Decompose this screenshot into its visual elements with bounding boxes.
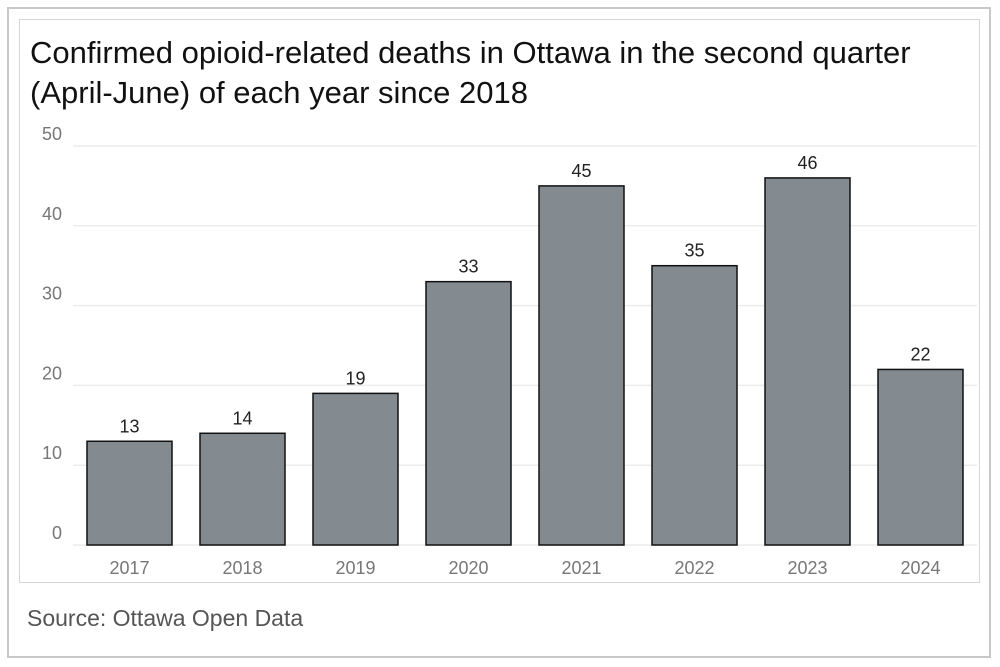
- bar-2020: [425, 280, 512, 546]
- x-axis: 2017 2018 2019 2020 2021 2022 2023 2024: [109, 558, 940, 578]
- y-axis: 0 10 20 30 40 50: [42, 124, 62, 543]
- x-tick-label-2022: 2022: [674, 558, 714, 578]
- x-tick-label-2024: 2024: [900, 558, 940, 578]
- data-label-2019: 19: [345, 368, 365, 388]
- bar-2019: [312, 392, 399, 546]
- y-tick-label: 20: [42, 363, 62, 383]
- x-tick-label-2023: 2023: [787, 558, 827, 578]
- x-tick-label-2017: 2017: [109, 558, 149, 578]
- data-label-2020: 33: [458, 257, 478, 277]
- y-tick-label: 10: [42, 443, 62, 463]
- bar-2018: [199, 432, 286, 546]
- x-tick-label-2020: 2020: [448, 558, 488, 578]
- x-tick-label-2018: 2018: [222, 558, 262, 578]
- data-labels: 13 14 19 33 45 35 46 22: [119, 153, 930, 436]
- data-label-2023: 46: [797, 153, 817, 173]
- bars: [86, 177, 964, 546]
- bar-2022: [651, 264, 738, 546]
- y-tick-label: 0: [52, 523, 62, 543]
- x-tick-label-2021: 2021: [561, 558, 601, 578]
- bar-2017: [86, 440, 173, 546]
- bar-2023: [764, 177, 851, 546]
- data-label-2017: 13: [119, 416, 139, 436]
- y-tick-label: 30: [42, 284, 62, 304]
- x-tick-label-2019: 2019: [335, 558, 375, 578]
- data-label-2021: 45: [571, 161, 591, 181]
- chart-title: Confirmed opioid-related deaths in Ottaw…: [30, 35, 911, 110]
- bar-2024: [877, 368, 964, 546]
- source-note: Source: Ottawa Open Data: [27, 605, 304, 631]
- bar-2021: [538, 185, 625, 546]
- data-label-2024: 22: [910, 344, 930, 364]
- data-label-2022: 35: [684, 241, 704, 261]
- data-label-2018: 14: [232, 408, 252, 428]
- y-tick-label: 50: [42, 124, 62, 144]
- y-tick-label: 40: [42, 204, 62, 224]
